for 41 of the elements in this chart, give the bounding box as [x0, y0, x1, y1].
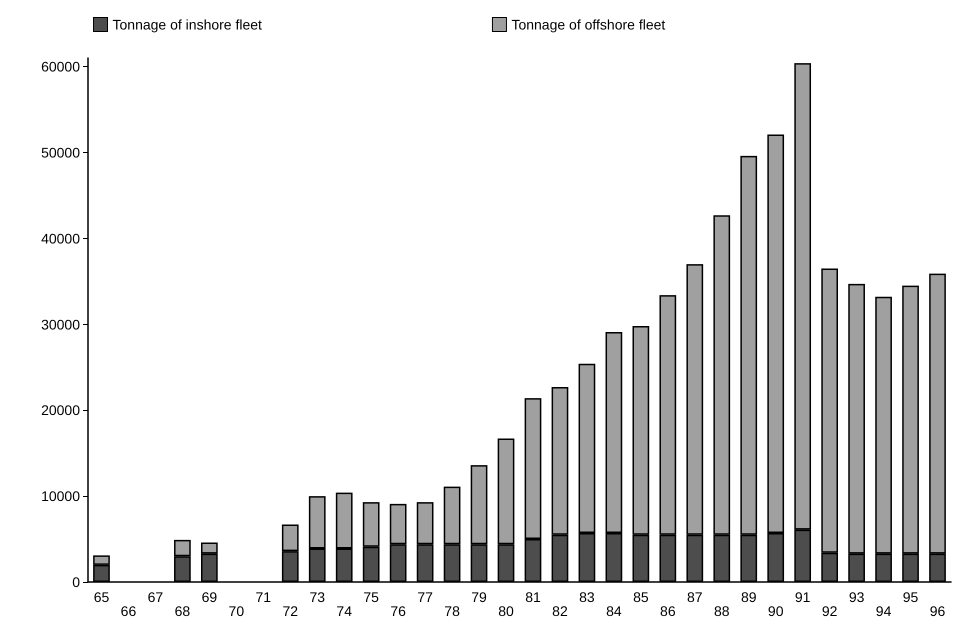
x-tick-label: 79: [471, 589, 488, 605]
x-tick-label: 70: [228, 603, 244, 619]
x-tick-label: 74: [336, 603, 352, 619]
x-tick-label: 95: [902, 589, 919, 605]
x-tick-label: 67: [148, 589, 164, 605]
legend-label: Tonnage of offshore fleet: [511, 16, 666, 32]
x-tick-label: 93: [848, 589, 865, 605]
x-tick-label: 94: [876, 603, 892, 619]
x-tick-label: 76: [390, 603, 406, 619]
y-tick-label: 40000: [41, 230, 80, 246]
x-tick-label: 77: [417, 589, 434, 605]
y-tick-label: 30000: [41, 316, 80, 332]
x-tick-label: 65: [94, 589, 110, 605]
x-tick-label: 68: [174, 603, 190, 619]
x-tick-label: 92: [822, 603, 838, 619]
legend-label: Tonnage of inshore fleet: [112, 16, 262, 32]
x-tick-label: 80: [498, 603, 514, 619]
x-tick-label: 82: [552, 603, 568, 619]
y-tick-label: 60000: [41, 58, 80, 75]
x-tick-label: 85: [633, 589, 649, 605]
x-tick-label: 81: [525, 589, 541, 605]
y-tick-label: 0: [72, 574, 80, 590]
x-tick-label: 91: [794, 589, 811, 605]
y-tick-label: 10000: [41, 488, 80, 504]
x-tick-label: 89: [740, 589, 757, 605]
y-tick-label: 20000: [41, 402, 80, 418]
x-tick-label: 71: [256, 589, 272, 605]
x-tick-label: 84: [606, 603, 622, 619]
x-tick-label: 72: [282, 603, 298, 619]
x-tick-label: 69: [202, 589, 218, 605]
x-tick-label: 86: [660, 603, 676, 619]
x-tick-label: 83: [579, 589, 595, 605]
x-tick-label: 75: [363, 589, 380, 605]
y-tick-label: 50000: [41, 144, 80, 160]
x-tick-label: 66: [120, 603, 136, 619]
x-tick-label: 73: [309, 589, 326, 605]
x-tick-label: 96: [930, 603, 946, 619]
x-tick-label: 78: [444, 603, 460, 619]
x-tick-label: 88: [714, 603, 730, 619]
x-tick-label: 87: [687, 589, 703, 605]
x-tick-label: 90: [768, 603, 784, 619]
